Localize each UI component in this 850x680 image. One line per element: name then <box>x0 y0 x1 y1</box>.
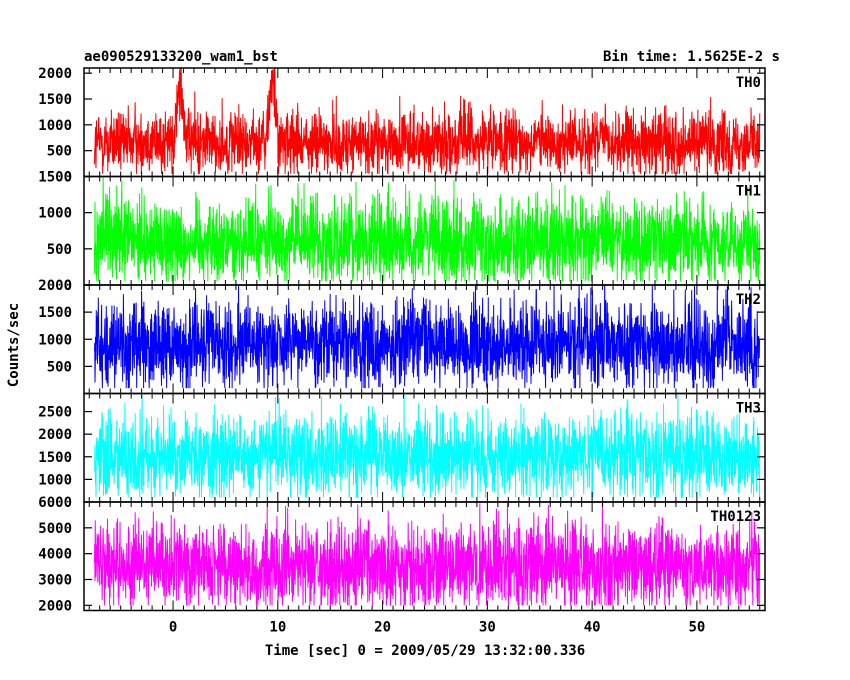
y-tick-label: 2000 <box>38 66 72 82</box>
panel-label-th1: TH1 <box>736 184 761 200</box>
panel-th0: TH0 0 500 1000 1500 2000 <box>38 66 766 186</box>
y-tick-label: 1500 <box>38 450 72 466</box>
bin-time-label: Bin time: 1.5625E-2 s <box>603 49 780 65</box>
x-tick-label: 0 <box>169 620 177 636</box>
x-tick-label: 10 <box>269 620 286 636</box>
panel-label-th2: TH2 <box>736 292 761 308</box>
panels-group: TH00500100015002000TH1050010001500TH2500… <box>38 66 766 636</box>
panel-th1: TH1 0 500 1000 1500 <box>38 170 766 294</box>
x-axis-label: Time [sec] 0 = 2009/05/29 13:32:00.336 <box>265 643 585 659</box>
chart-title: ae090529133200_wam1_bst <box>84 49 278 65</box>
series-th3 <box>93 393 761 498</box>
y-tick-label: 6000 <box>38 495 72 511</box>
series-th0123 <box>93 502 761 606</box>
y-tick-label: 2000 <box>38 427 72 443</box>
panel-th3: TH3 1000 1500 2000 2500 <box>38 392 766 503</box>
y-tick-label: 500 <box>47 242 72 258</box>
y-tick-label: 4000 <box>38 547 72 563</box>
panel-label-th3: TH3 <box>736 401 761 417</box>
panel-label-th0: TH0 <box>736 75 761 91</box>
x-tick-label: 20 <box>374 620 391 636</box>
panel-th0123: TH0123 2000 3000 4000 5000 6000 <box>38 495 766 614</box>
y-tick-label: 3000 <box>38 573 72 589</box>
series-th2 <box>93 285 761 389</box>
y-tick-label: 2000 <box>38 598 72 614</box>
y-tick-label: 500 <box>47 359 72 375</box>
y-tick-label: 1000 <box>38 206 72 222</box>
y-tick-label: 2000 <box>38 278 72 294</box>
x-tick-label: 50 <box>688 620 705 636</box>
y-tick-label: 1500 <box>38 170 72 186</box>
y-tick-label: 500 <box>47 144 72 160</box>
y-tick-label: 0 <box>64 170 72 186</box>
series-th0 <box>93 68 761 175</box>
y-tick-label: 1500 <box>38 92 72 108</box>
y-axis-label: Counts/sec <box>6 303 22 387</box>
y-tick-label: 0 <box>64 278 72 294</box>
series-th1 <box>93 176 761 282</box>
y-tick-label: 1000 <box>38 118 72 134</box>
y-tick-label: 1000 <box>38 472 72 488</box>
x-tick-label: 30 <box>479 620 496 636</box>
panel-th2: TH2 500 1000 1500 2000 <box>38 278 766 395</box>
panel-label-th0123: TH0123 <box>710 509 761 525</box>
y-tick-label: 1000 <box>38 332 72 348</box>
y-tick-label: 2500 <box>38 405 72 421</box>
x-tick-label: 40 <box>584 620 601 636</box>
y-tick-label: 1500 <box>38 305 72 321</box>
y-tick-label: 5000 <box>38 521 72 537</box>
